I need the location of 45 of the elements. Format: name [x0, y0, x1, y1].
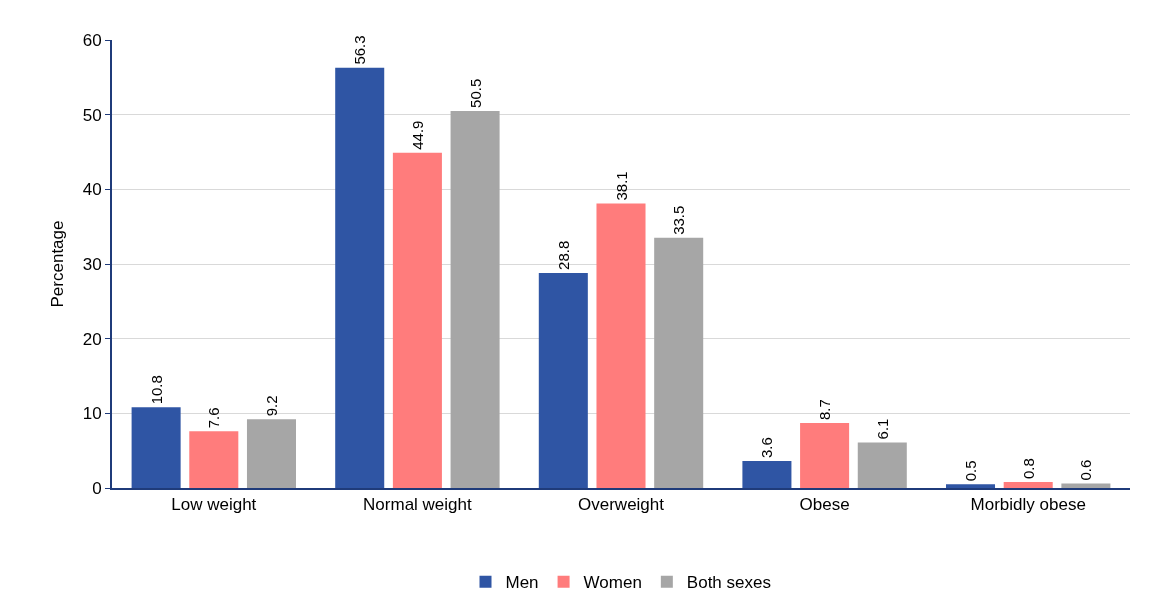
x-tick-label: Normal weight	[363, 495, 472, 515]
data-label: 10.8	[147, 375, 165, 405]
y-axis-title: Percentage	[47, 220, 67, 308]
bar	[335, 67, 385, 488]
data-label: 33.5	[670, 205, 688, 235]
bar	[654, 237, 704, 488]
data-label: 8.7	[816, 399, 834, 421]
bar	[800, 423, 850, 488]
data-label: 56.3	[351, 35, 369, 65]
y-tick-label: 30	[82, 254, 102, 274]
x-tick-label: Overweight	[578, 495, 665, 515]
y-tick-label: 60	[82, 30, 102, 50]
data-label: 50.5	[466, 78, 484, 108]
y-tick-label: 50	[82, 105, 102, 125]
data-label: 7.6	[205, 407, 223, 429]
data-label: 0.6	[1077, 459, 1095, 481]
legend-label: Both sexes	[686, 573, 771, 593]
bar	[742, 461, 792, 488]
data-label: 9.2	[262, 395, 280, 417]
data-label: 44.9	[408, 120, 426, 150]
x-tick-label: Morbidly obese	[970, 495, 1086, 515]
data-label: 0.8	[1019, 458, 1037, 480]
data-label: 6.1	[873, 418, 891, 440]
bar	[246, 419, 296, 488]
y-tick-label: 20	[82, 329, 102, 349]
legend-label: Men	[505, 573, 539, 593]
legend-label: Women	[583, 573, 642, 593]
x-tick-label: Low weight	[171, 495, 257, 515]
data-label: 38.1	[612, 171, 630, 201]
y-tick-label: 40	[82, 180, 102, 200]
bar	[189, 431, 239, 488]
bar	[131, 407, 181, 488]
y-tick-label: 0	[92, 478, 102, 498]
bar	[450, 110, 500, 488]
bar	[596, 203, 646, 488]
data-label: 3.6	[758, 437, 776, 459]
data-label: 0.5	[962, 460, 980, 482]
x-tick-label: Obese	[799, 495, 850, 515]
bar	[946, 484, 996, 488]
y-tick-label: 10	[82, 404, 102, 424]
bar	[392, 152, 442, 488]
bar	[538, 272, 588, 488]
bar	[1003, 482, 1053, 488]
data-label: 28.8	[554, 240, 572, 270]
bar	[857, 442, 907, 488]
